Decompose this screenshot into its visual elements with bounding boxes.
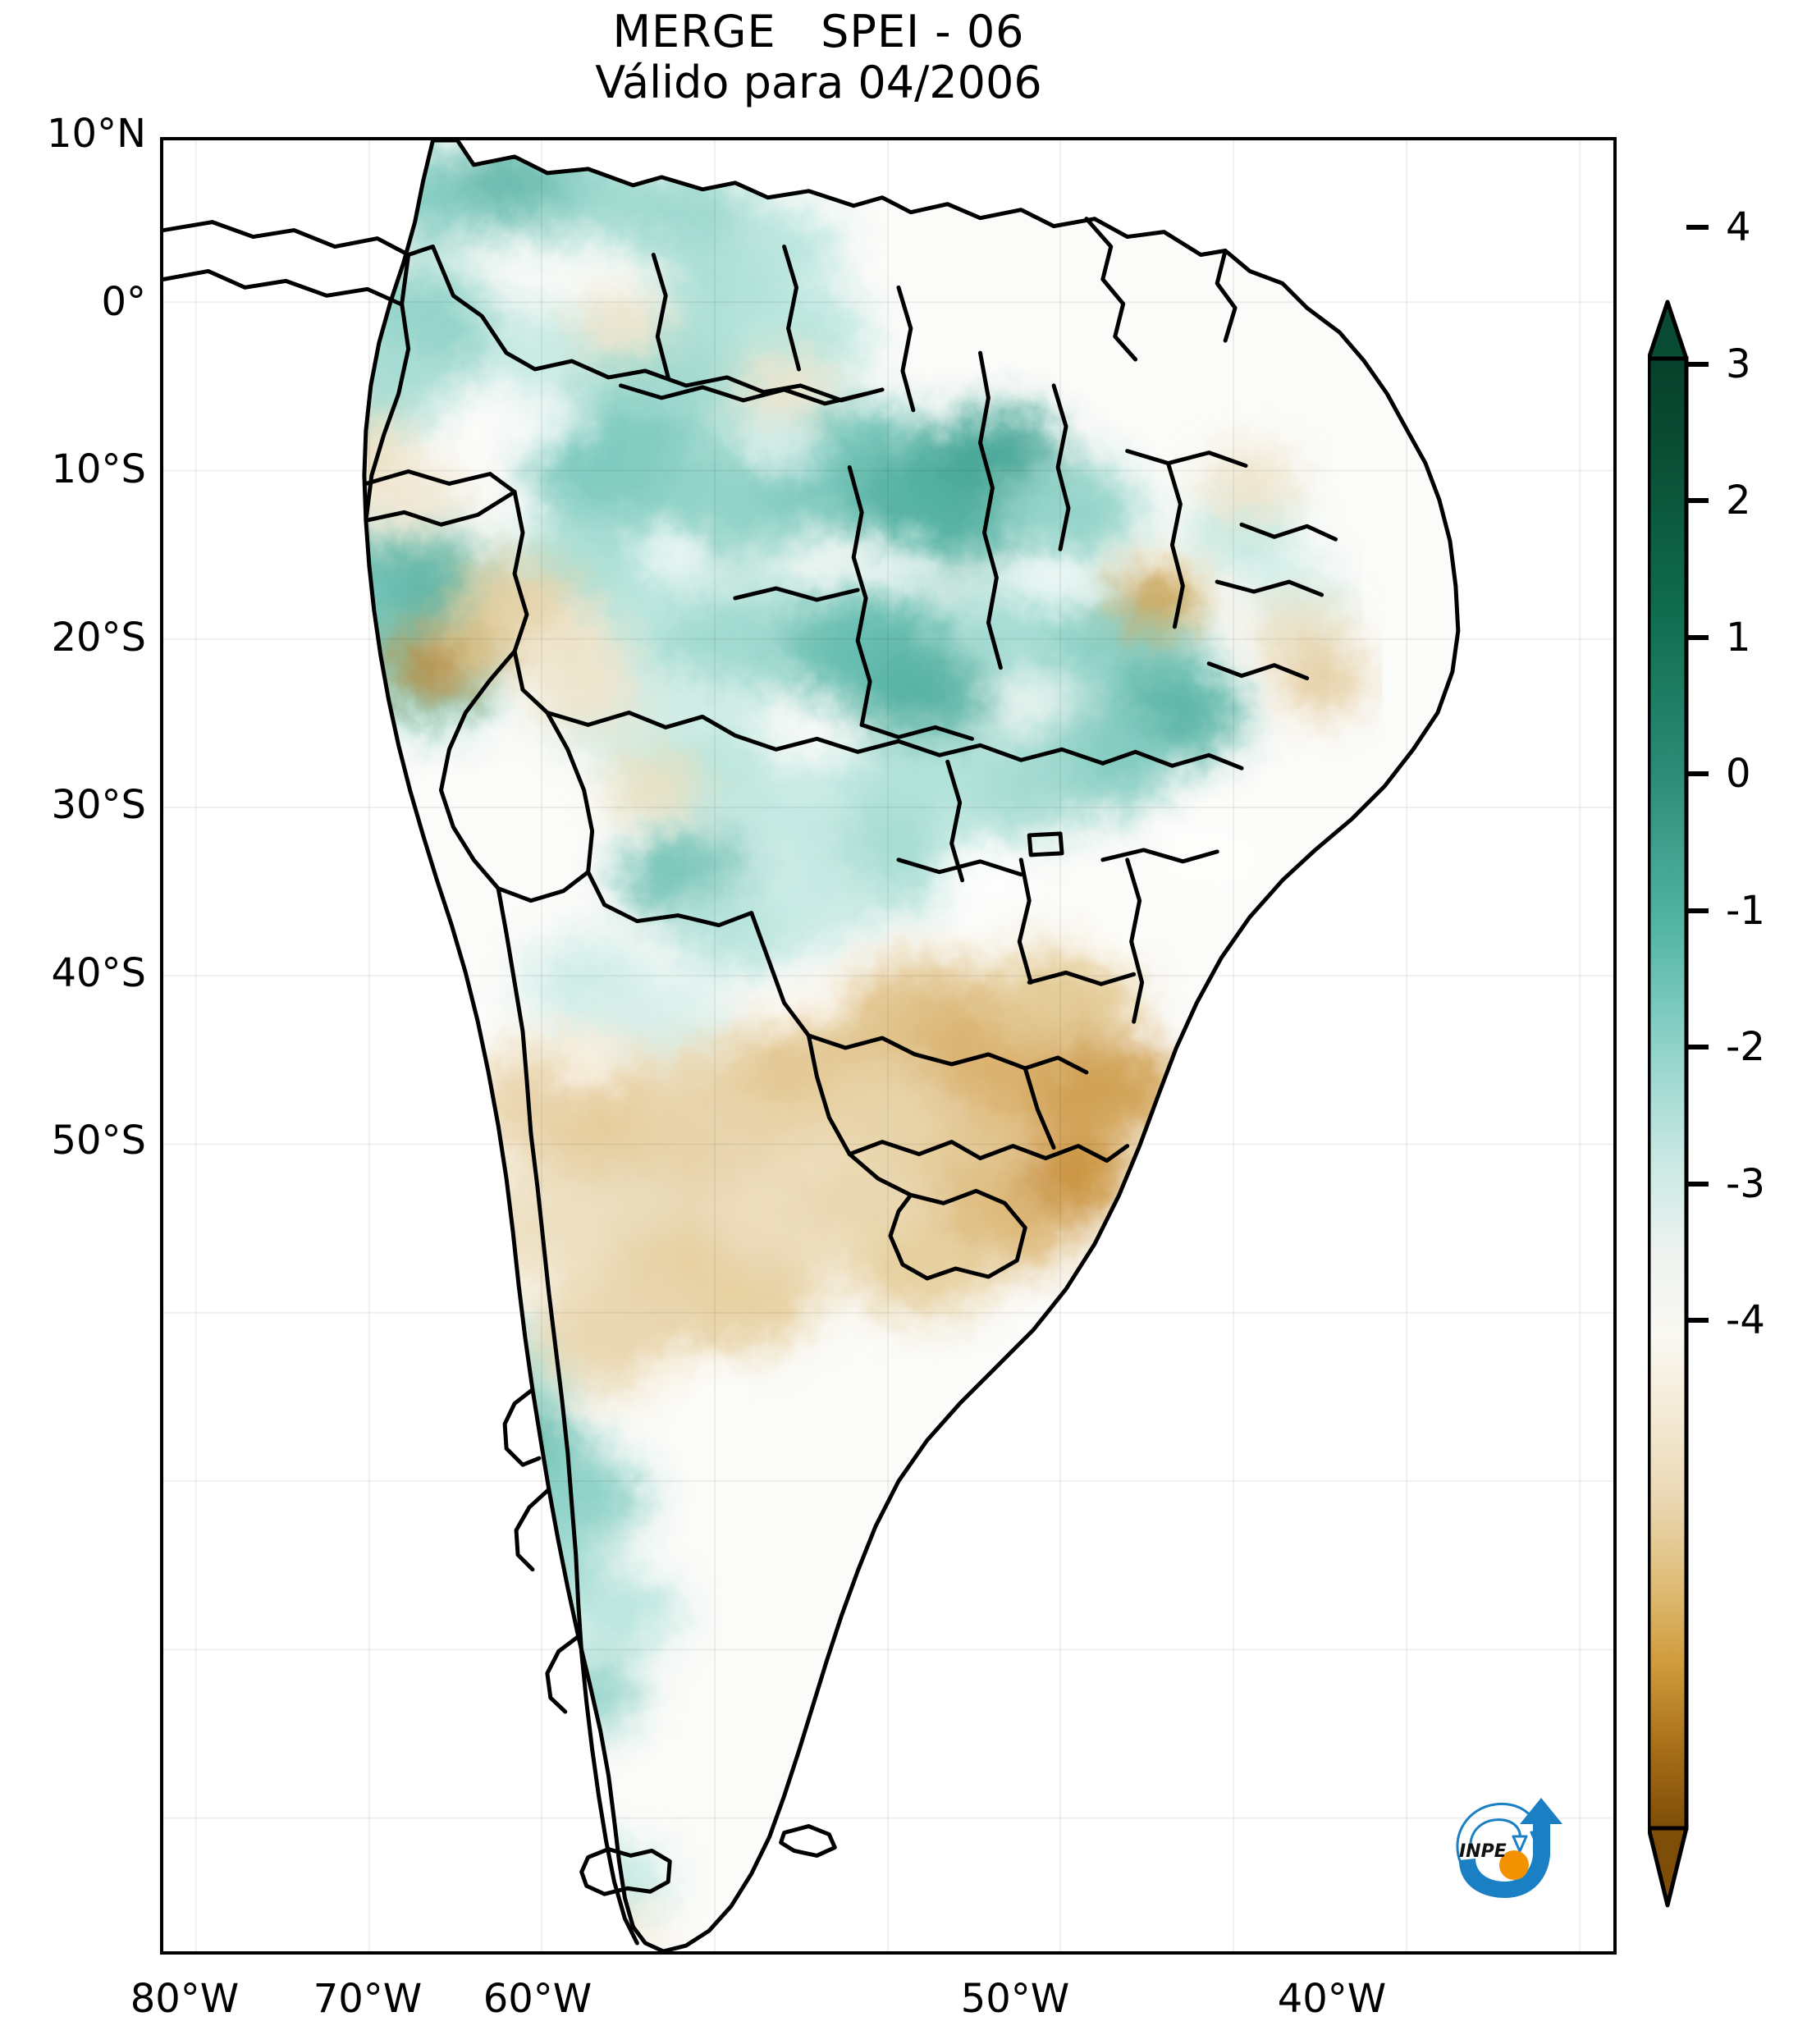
cbar-tick-0: 0 bbox=[1726, 751, 1751, 797]
y-axis-tick-labels: 10°N 0° 10°S 20°S 30°S 40°S 50°S bbox=[0, 0, 146, 2044]
map-gridlines bbox=[163, 140, 1613, 1951]
ytick-50S: 50°S bbox=[51, 1118, 146, 1164]
xtick-60W: 60°W bbox=[483, 1976, 592, 2022]
ytick-20S: 20°S bbox=[51, 615, 146, 661]
ytick-40S: 40°S bbox=[51, 950, 146, 996]
page-title: MERGE SPEI - 06 bbox=[612, 6, 1025, 57]
ytick-0: 0° bbox=[101, 279, 146, 325]
spei-heatmap bbox=[163, 140, 1613, 1951]
cbar-tick-2: 2 bbox=[1726, 478, 1751, 524]
ytick-30S: 30°S bbox=[51, 782, 146, 828]
colorbar-gradient bbox=[1648, 225, 1709, 1908]
cbar-tick-m4: -4 bbox=[1726, 1297, 1765, 1343]
cbar-tick-4: 4 bbox=[1726, 204, 1751, 250]
title-block: MERGE SPEI - 06 Válido para 04/2006 bbox=[0, 7, 1637, 108]
cbar-tick-m2: -2 bbox=[1726, 1024, 1765, 1070]
cbar-tick-1: 1 bbox=[1726, 615, 1751, 661]
xtick-50W: 50°W bbox=[960, 1976, 1070, 2022]
coastline-and-borders bbox=[163, 140, 1461, 1951]
inpe-logo-icon: INPE bbox=[1456, 1798, 1562, 1898]
inpe-wordmark: INPE bbox=[1459, 1841, 1507, 1862]
ytick-10N: 10°N bbox=[47, 111, 146, 157]
colorbar[interactable]: 4 3 2 1 0 -1 -2 -3 -4 bbox=[1648, 115, 1771, 1920]
xtick-70W: 70°W bbox=[313, 1976, 423, 2022]
xtick-80W: 80°W bbox=[130, 1976, 240, 2022]
page-subtitle: Válido para 04/2006 bbox=[595, 57, 1042, 108]
xtick-40W: 40°W bbox=[1277, 1976, 1387, 2022]
cbar-tick-3: 3 bbox=[1726, 341, 1751, 387]
inpe-logo: INPE bbox=[1441, 1785, 1576, 1908]
map-plot-area bbox=[160, 137, 1617, 1955]
ytick-10S: 10°S bbox=[51, 446, 146, 492]
cbar-tick-m3: -3 bbox=[1726, 1161, 1765, 1207]
cbar-tick-m1: -1 bbox=[1726, 888, 1765, 934]
